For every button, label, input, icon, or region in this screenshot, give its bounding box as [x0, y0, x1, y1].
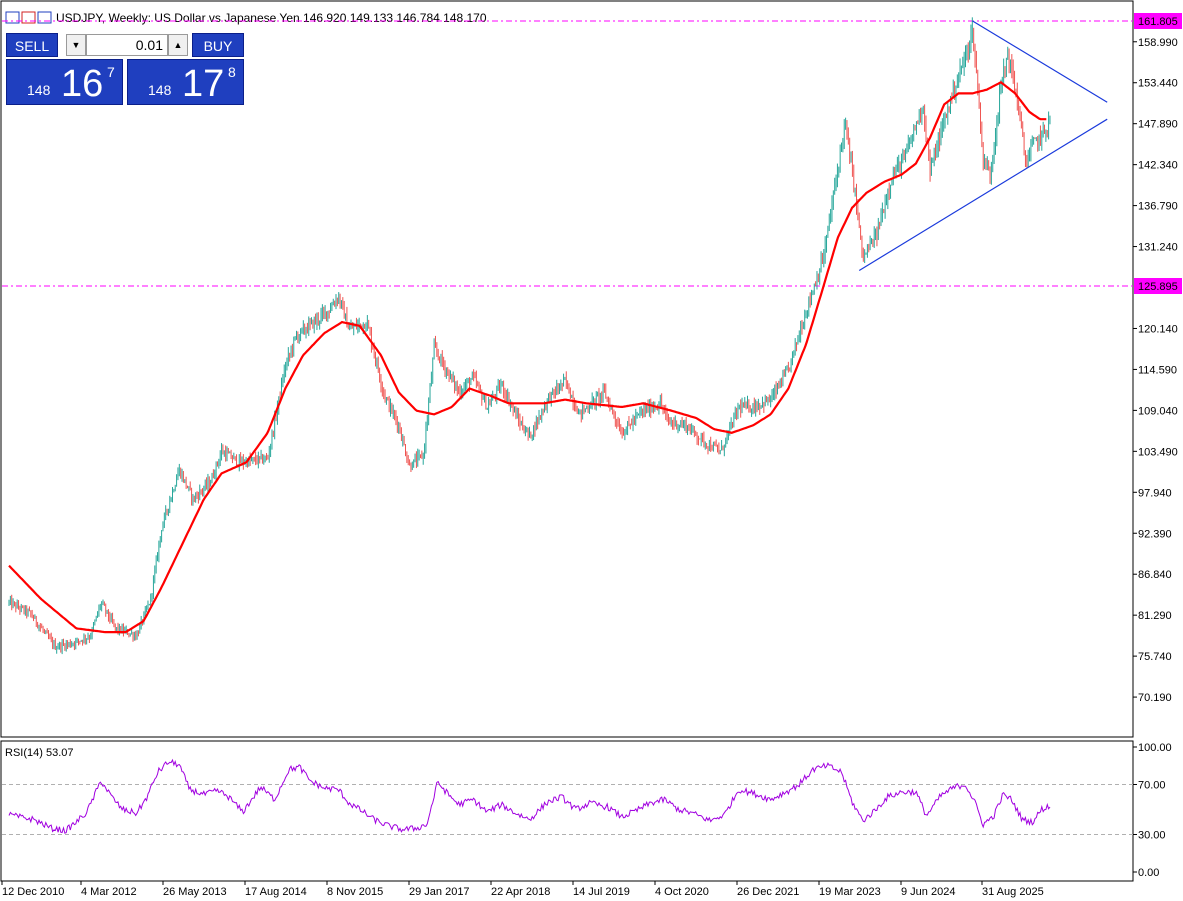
x-tick-label: 19 Mar 2023 [819, 886, 881, 898]
level-price-tag [1134, 278, 1182, 294]
x-tick-label: 26 May 2013 [163, 886, 227, 898]
x-tick-label: 8 Nov 2015 [327, 886, 383, 898]
buy-price-main: 17 [182, 63, 225, 105]
price-tick-label: 142.340 [1138, 160, 1178, 172]
x-tick-label: 26 Dec 2021 [737, 886, 799, 898]
rsi-line [8, 758, 1051, 834]
level-price-label: 161.805 [1138, 16, 1178, 28]
chart-props-icon[interactable] [37, 11, 52, 24]
moving-average-line [8, 81, 1047, 634]
volume-increase-button[interactable]: ▲ [168, 34, 188, 56]
x-tick-label: 17 Aug 2014 [245, 886, 307, 898]
chart-header: USDJPY, Weekly: US Dollar vs Japanese Ye… [5, 11, 487, 25]
level-price-tag [1134, 13, 1182, 29]
price-tick-label: 147.890 [1138, 119, 1178, 131]
buy-button[interactable]: BUY [192, 33, 244, 57]
price-tick-label: 131.240 [1138, 242, 1178, 254]
x-tick-label: 14 Jul 2019 [573, 886, 630, 898]
x-tick-label: 4 Oct 2020 [655, 886, 709, 898]
sell-price-pip: 7 [107, 64, 115, 80]
x-tick-label: 22 Apr 2018 [491, 886, 550, 898]
sell-button[interactable]: SELL [6, 33, 58, 57]
price-tick-label: 75.740 [1138, 651, 1172, 663]
one-click-trade-panel: SELL ▼ ▲ BUY 148 16 7 148 17 8 [6, 33, 244, 105]
sell-price-button[interactable]: 148 16 7 [6, 59, 123, 105]
price-tick-label: 136.790 [1138, 201, 1178, 213]
rsi-tick-label: 30.00 [1138, 830, 1166, 842]
rsi-tick-label: 100.00 [1138, 742, 1172, 754]
price-tick-label: 103.490 [1138, 446, 1178, 458]
rsi-y-axis: 100.00 70.00 30.00 0.00 [2, 742, 1172, 879]
buy-price-button[interactable]: 148 17 8 [127, 59, 244, 105]
rsi-tick-label: 0.00 [1138, 867, 1159, 879]
level-price-label: 125.895 [1138, 281, 1178, 293]
price-tick-label: 86.840 [1138, 569, 1172, 581]
price-tick-label: 153.440 [1138, 78, 1178, 90]
sell-price-big: 148 [27, 82, 51, 98]
price-tick-label: 109.040 [1138, 405, 1178, 417]
symbol-icon[interactable] [5, 11, 20, 24]
price-tick-label: 70.190 [1138, 692, 1172, 704]
price-tick-label: 114.590 [1138, 364, 1177, 376]
x-tick-label: 9 Jun 2024 [901, 886, 955, 898]
chart-title: USDJPY, Weekly: US Dollar vs Japanese Ye… [56, 11, 487, 25]
x-tick-label: 29 Jan 2017 [409, 886, 470, 898]
x-tick-label: 31 Aug 2025 [982, 886, 1044, 898]
x-tick-label: 12 Dec 2010 [2, 886, 64, 898]
candlestick-series [8, 17, 1051, 655]
moving-average-series [8, 81, 1047, 634]
rsi-series [8, 758, 1051, 834]
x-tick-label: 4 Mar 2012 [81, 886, 137, 898]
x-axis: 12 Dec 2010 4 Mar 2012 26 May 2013 17 Aug 2… [1, 881, 1044, 898]
price-tick-label: 97.940 [1138, 487, 1172, 499]
rsi-title: RSI(14) 53.07 [5, 747, 73, 759]
volume-decrease-button[interactable]: ▼ [66, 34, 86, 56]
rsi-tick-label: 70.00 [1138, 780, 1166, 792]
price-tick-label: 158.990 [1138, 37, 1178, 49]
triangle-trendline [858, 118, 1108, 271]
buy-price-pip: 8 [228, 64, 236, 80]
price-tick-label: 120.140 [1138, 323, 1178, 335]
one-click-trading-icon[interactable] [21, 11, 36, 24]
price-pane-frame [0, 0, 1134, 738]
volume-input[interactable] [86, 34, 168, 56]
sell-price-main: 16 [61, 63, 104, 105]
rsi-pane-frame [0, 740, 1134, 882]
buy-price-big: 148 [148, 82, 172, 98]
price-tick-label: 92.390 [1138, 528, 1172, 540]
trendlines [858, 20, 1108, 271]
horizontal-levels: 161.805 125.895 [2, 13, 1182, 294]
price-y-axis: 158.990 153.440 147.890 142.340 136.790 131.2… [1133, 37, 1178, 704]
triangle-trendline [972, 20, 1108, 103]
price-tick-label: 81.290 [1138, 610, 1172, 622]
